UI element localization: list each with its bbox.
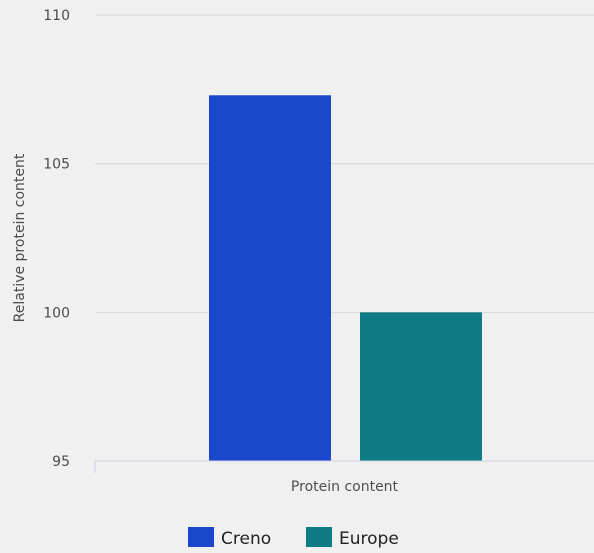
legend-label-creno: Creno <box>221 529 271 549</box>
bar-creno <box>209 95 331 461</box>
x-tick-labels: Protein content <box>291 479 399 495</box>
legend-label-europe: Europe <box>339 529 399 549</box>
bars <box>209 95 482 461</box>
gridlines <box>95 14 594 313</box>
bar-europe <box>360 312 482 461</box>
y-tick-labels: 95 100 105 110 <box>43 8 70 470</box>
legend: Creno Europe <box>188 527 399 549</box>
y-tick-label: 105 <box>43 157 70 173</box>
y-tick-label: 95 <box>52 454 70 470</box>
y-axis-title: Relative protein content <box>12 153 28 322</box>
y-tick-label: 110 <box>43 8 70 24</box>
y-tick-label: 100 <box>43 305 70 321</box>
legend-swatch-europe <box>306 527 332 547</box>
legend-swatch-creno <box>188 527 214 547</box>
x-tick-label: Protein content <box>291 479 399 495</box>
